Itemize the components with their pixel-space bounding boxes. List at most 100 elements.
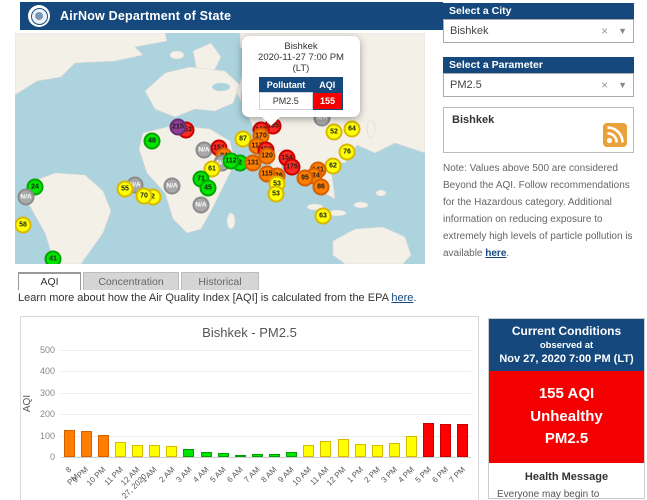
learn-more-prefix: Learn more about how the Air Quality Ind…: [18, 292, 392, 304]
chart-bar: [80, 431, 92, 457]
world-map[interactable]: 15321548N/A15184N/A211287617145N/AN/AN/A…: [15, 33, 425, 264]
parameter-clear-icon[interactable]: ×: [601, 78, 609, 92]
chart-bar: [388, 443, 400, 457]
y-tick-label: 500: [39, 345, 55, 355]
aqi-marker[interactable]: 48: [143, 132, 161, 150]
chart-bar: [217, 453, 229, 457]
chart-bar: [97, 434, 109, 457]
parameter-select-value: PM2.5: [450, 79, 482, 91]
aqi-marker[interactable]: 76: [338, 143, 356, 161]
parameter-caret-icon[interactable]: ▼: [618, 80, 627, 90]
aqi-marker[interactable]: 95: [296, 169, 314, 187]
x-tick-label: 5 PM: [413, 465, 434, 485]
parameter-select[interactable]: PM2.5 × ▼: [443, 73, 634, 97]
app-header: AirNow Department of State: [20, 2, 443, 30]
aqi-marker[interactable]: N/A: [192, 196, 210, 214]
aqi-marker[interactable]: 41: [44, 250, 62, 264]
aqi-marker[interactable]: N/A: [163, 177, 181, 195]
aqi-marker[interactable]: 62: [324, 157, 342, 175]
learn-more-suffix: .: [413, 292, 417, 304]
x-tick-label: 4 AM: [191, 465, 211, 485]
note-prefix: Note: Values above 500 are considered Be…: [443, 163, 633, 259]
chart-plot: AQI 0 100 200 300 400 500 8 PM 9 PM 10 PM 11 PM 12…: [22, 345, 471, 500]
city-clear-icon[interactable]: ×: [601, 24, 609, 38]
dos-seal-icon: [28, 5, 50, 27]
chart-bar: [303, 445, 315, 457]
x-tick-label: 8 AM: [259, 465, 279, 485]
aqi-marker[interactable]: 45: [199, 179, 217, 197]
chart-bar: [354, 443, 366, 457]
chart-bar: [406, 436, 418, 457]
x-tick-label: 10 AM: [290, 465, 314, 488]
cc-health-title: Health Message: [524, 470, 609, 483]
map-popup: Bishkek 2020-11-27 7:00 PM (LT) Pollutan…: [242, 36, 360, 126]
popup-col-aqi: AQI: [312, 77, 343, 93]
x-tick-label: 7 PM: [447, 465, 468, 485]
x-tick-label: 2 AM: [156, 465, 177, 485]
current-conditions-panel: Current Conditions observed at Nov 27, 2…: [488, 318, 645, 500]
y-tick-label: 400: [39, 366, 55, 377]
aqi-marker[interactable]: 120: [258, 147, 276, 165]
current-conditions-header: Current Conditions observed at Nov 27, 2…: [489, 319, 644, 371]
aqi-marker[interactable]: 53: [267, 185, 285, 203]
select-parameter-header: Select a Parameter: [443, 57, 634, 73]
city-caret-icon[interactable]: ▼: [618, 26, 627, 36]
note-suffix: .: [506, 248, 510, 259]
aqi-marker[interactable]: 70: [135, 187, 153, 205]
aqi-marker[interactable]: N/A: [17, 188, 35, 206]
aqi-marker[interactable]: 55: [116, 180, 134, 198]
chart-title: Bishkek - PM2.5: [202, 325, 297, 340]
x-tick-label: 4 PM: [396, 465, 416, 485]
aqi-marker[interactable]: 52: [325, 123, 343, 141]
aqi-marker[interactable]: 131: [244, 154, 262, 172]
tab-concentration[interactable]: Concentration: [83, 272, 179, 290]
chart-bar: [337, 438, 349, 457]
popup-col-pollutant: Pollutant: [259, 77, 313, 93]
note-text: Note: Values above 500 are considered Be…: [443, 160, 636, 262]
gridline: [61, 435, 471, 437]
cc-aqi-level: Unhealthy: [530, 407, 603, 425]
x-tick-label: 6 AM: [225, 465, 245, 485]
chart-bar: [440, 424, 452, 457]
gridline: [61, 457, 471, 458]
gridline: [61, 414, 471, 416]
cc-subtitle: observed at: [539, 340, 594, 351]
note-here-link[interactable]: here: [485, 248, 507, 259]
city-select[interactable]: Bishkek × ▼: [443, 19, 634, 43]
aqi-marker[interactable]: 64: [343, 120, 361, 138]
popup-lt: (LT): [292, 63, 310, 74]
aqi-marker[interactable]: 175: [283, 158, 301, 176]
chart-bar: [132, 444, 144, 457]
popup-pollutant-value: PM2.5: [258, 92, 313, 110]
x-tick-label: 7 AM: [242, 465, 262, 485]
tab-aqi[interactable]: AQI: [18, 272, 81, 290]
chart-bar: [234, 455, 246, 457]
epa-here-link[interactable]: here: [391, 292, 414, 304]
chart-bar: [166, 445, 178, 457]
aqi-marker[interactable]: 58: [15, 216, 32, 234]
tab-historical[interactable]: Historical: [181, 272, 259, 290]
rss-icon[interactable]: [603, 123, 627, 147]
x-tick-label: 6 PM: [430, 465, 451, 485]
chart-bar: [251, 454, 263, 457]
cc-datetime: Nov 27, 2020 7:00 PM (LT): [499, 353, 634, 365]
aqi-marker[interactable]: 86: [312, 178, 330, 196]
gridline: [61, 392, 471, 394]
y-tick-label: 200: [39, 409, 55, 420]
gridline: [61, 371, 471, 373]
chart-bar: [320, 440, 332, 457]
feed-box: Bishkek: [443, 107, 634, 153]
app-title: AirNow Department of State: [60, 9, 232, 23]
aqi-marker[interactable]: 112: [222, 152, 240, 170]
cc-pollutant: PM2.5: [544, 430, 589, 447]
aqi-marker[interactable]: 215: [169, 118, 187, 136]
chart-bar: [183, 448, 195, 457]
aqi-marker[interactable]: 63: [314, 207, 332, 225]
chart-bar: [149, 444, 161, 457]
x-tick-label: 5 AM: [208, 465, 228, 485]
chart-bar: [286, 451, 298, 457]
chart-bar: [200, 451, 212, 457]
chart-bar: [423, 423, 435, 457]
cc-aqi-block: 155 AQI Unhealthy PM2.5: [489, 371, 644, 463]
gridline: [61, 350, 471, 351]
